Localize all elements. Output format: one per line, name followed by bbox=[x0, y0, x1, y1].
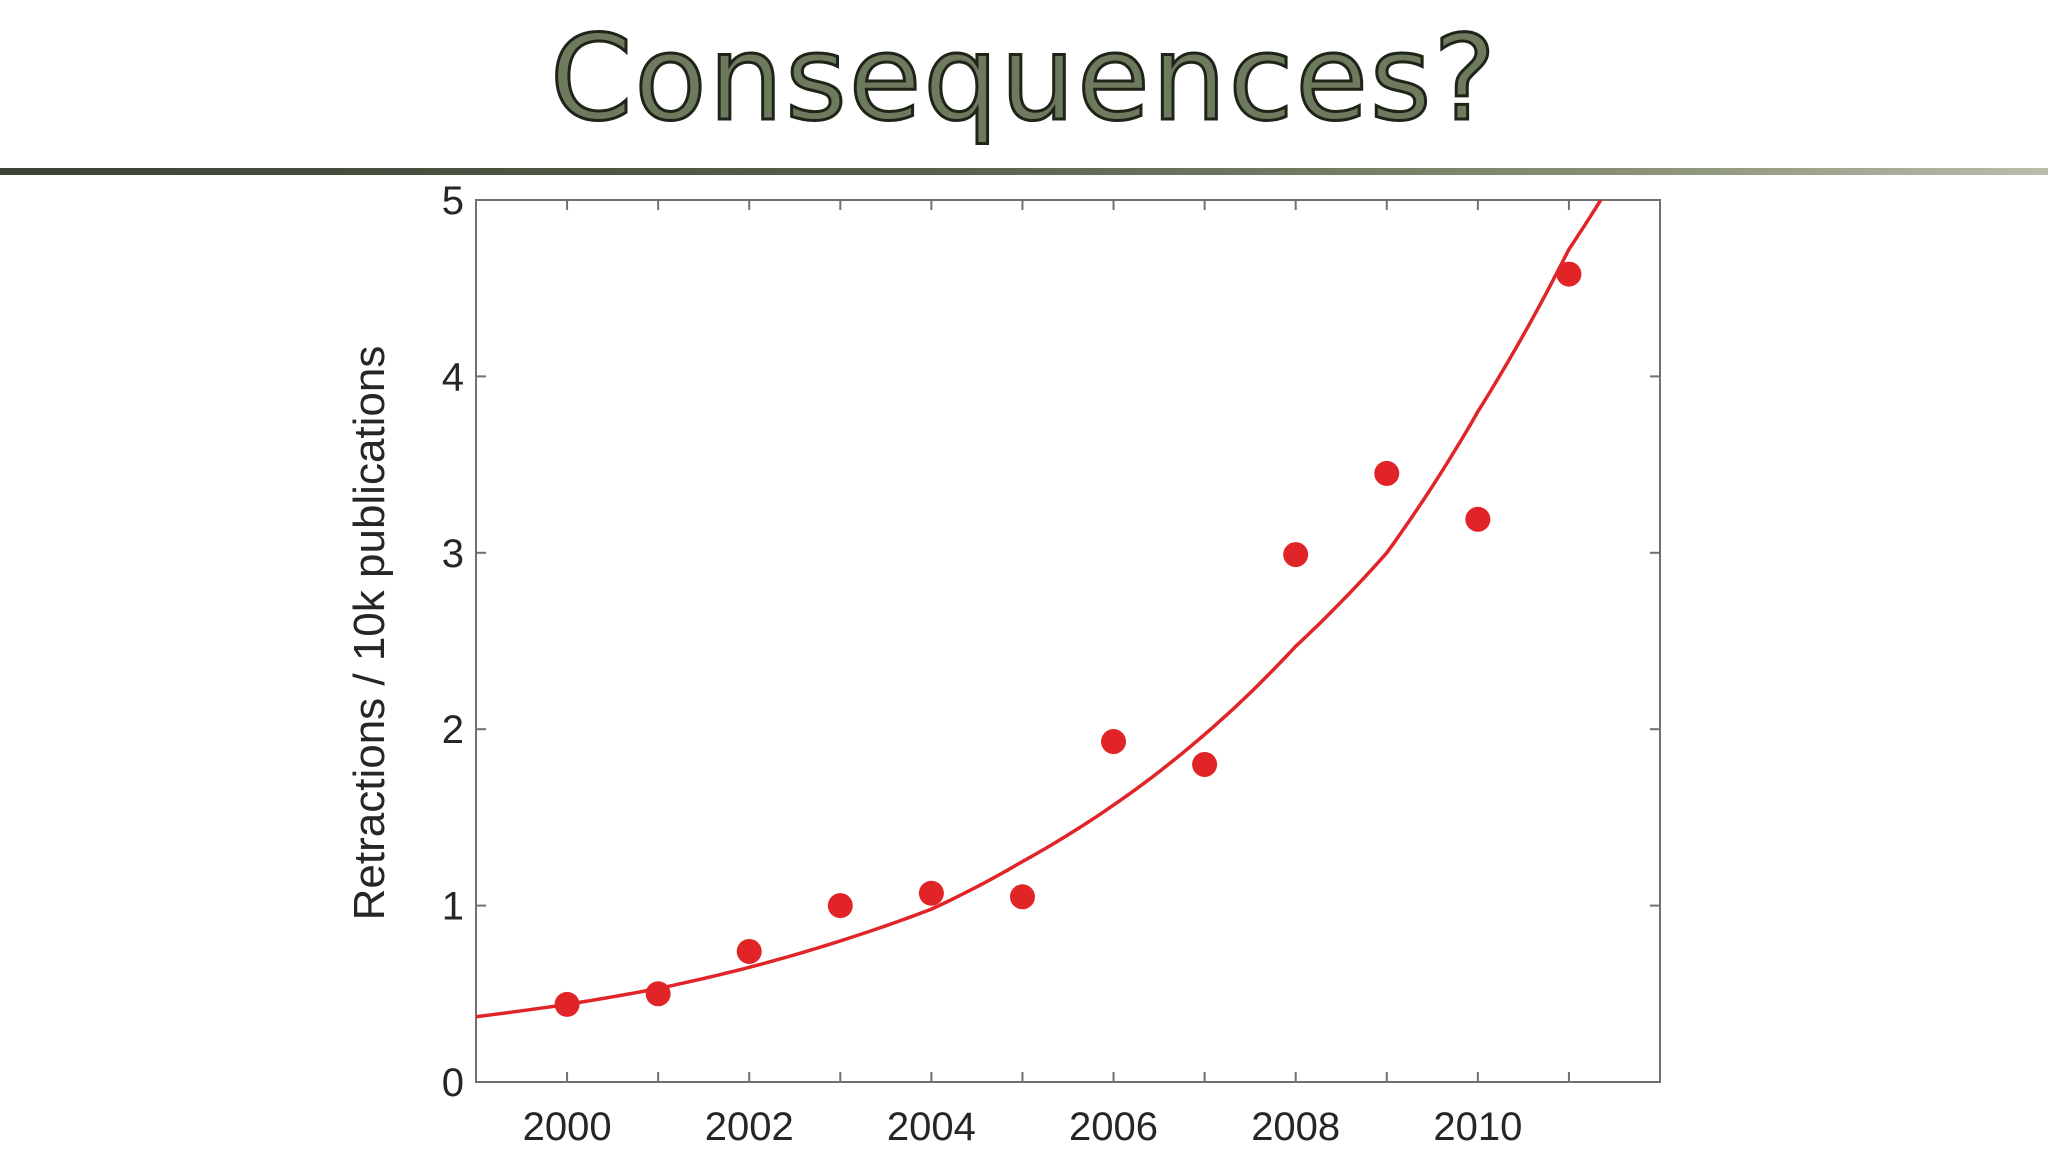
data-point bbox=[827, 893, 853, 919]
y-tick-label: 3 bbox=[442, 532, 464, 576]
y-tick-label: 5 bbox=[442, 179, 464, 223]
tick-labels: 2000 2002 2004 2006 2008 2010 0 1 2 3 4 5 bbox=[442, 179, 1523, 1149]
exponential-fit-line bbox=[475, 199, 1603, 1019]
plot-area-frame bbox=[475, 199, 1661, 1083]
axis-ticks bbox=[475, 199, 1661, 1083]
data-point bbox=[1009, 884, 1035, 910]
y-tick-label: 1 bbox=[442, 885, 464, 929]
data-point bbox=[736, 938, 762, 964]
data-point bbox=[1556, 261, 1582, 287]
data-point bbox=[554, 991, 580, 1017]
x-tick-label: 2002 bbox=[705, 1105, 794, 1149]
data-point bbox=[1465, 506, 1491, 532]
x-tick-label: 2004 bbox=[887, 1105, 976, 1149]
data-point bbox=[1374, 460, 1400, 486]
x-tick-label: 2006 bbox=[1069, 1105, 1158, 1149]
slide-title: Consequences? bbox=[548, 8, 1499, 149]
x-tick-label: 2010 bbox=[1433, 1105, 1522, 1149]
x-tick-label: 2000 bbox=[523, 1105, 612, 1149]
data-point bbox=[1192, 751, 1218, 777]
y-tick-label: 4 bbox=[442, 355, 464, 399]
data-point bbox=[1101, 729, 1127, 755]
y-axis-label: Retractions / 10k publications bbox=[345, 346, 394, 921]
x-tick-label: 2008 bbox=[1251, 1105, 1340, 1149]
data-point bbox=[1283, 542, 1309, 568]
data-points bbox=[554, 261, 1582, 1017]
y-tick-label: 2 bbox=[442, 708, 464, 752]
data-point bbox=[918, 880, 944, 906]
title-divider bbox=[0, 168, 2048, 175]
y-tick-label: 0 bbox=[442, 1061, 464, 1105]
data-point bbox=[645, 981, 671, 1007]
